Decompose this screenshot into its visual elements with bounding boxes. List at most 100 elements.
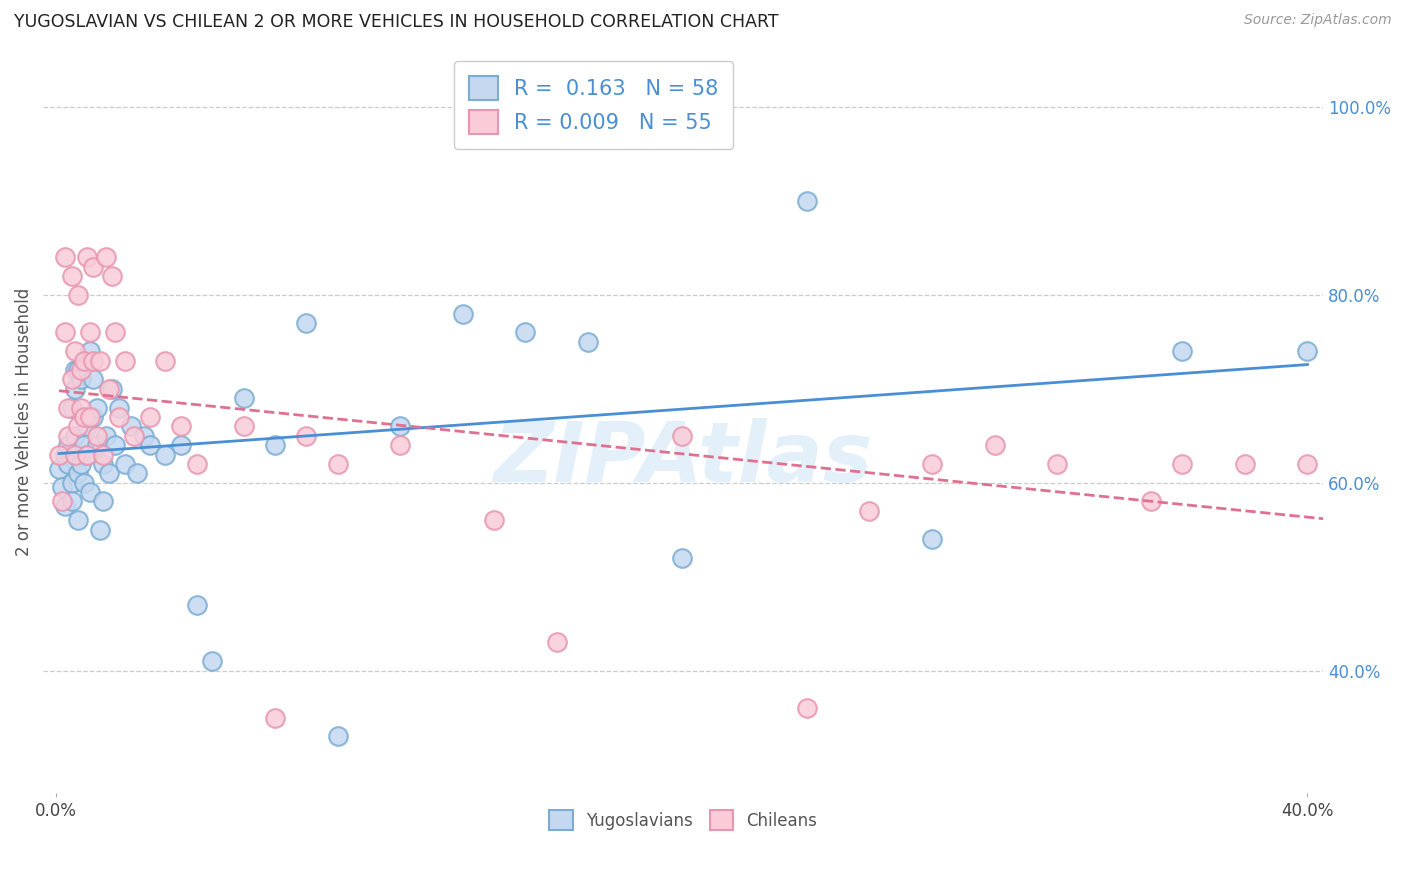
Point — [127, 467, 149, 481]
Point — [58, 429, 80, 443]
Point — [1296, 457, 1319, 471]
Point — [576, 334, 599, 349]
Point — [1358, 457, 1381, 471]
Point — [73, 438, 96, 452]
Point — [51, 494, 73, 508]
Point — [1140, 494, 1163, 508]
Point — [86, 401, 108, 415]
Point — [51, 480, 73, 494]
Point — [107, 409, 129, 424]
Point — [1233, 457, 1256, 471]
Point — [91, 494, 114, 508]
Point — [264, 710, 287, 724]
Point — [73, 353, 96, 368]
Point — [73, 475, 96, 490]
Point — [89, 353, 111, 368]
Point — [63, 429, 86, 443]
Point — [66, 419, 89, 434]
Point — [186, 457, 208, 471]
Point — [91, 457, 114, 471]
Point — [139, 438, 162, 452]
Point — [122, 429, 145, 443]
Point — [515, 326, 537, 340]
Point — [66, 288, 89, 302]
Point — [86, 429, 108, 443]
Point — [101, 382, 124, 396]
Text: Source: ZipAtlas.com: Source: ZipAtlas.com — [1244, 13, 1392, 28]
Point — [232, 419, 254, 434]
Point — [66, 467, 89, 481]
Point — [86, 438, 108, 452]
Point — [326, 729, 349, 743]
Point — [232, 391, 254, 405]
Point — [70, 372, 93, 386]
Point — [796, 701, 818, 715]
Point — [53, 326, 76, 340]
Point — [139, 409, 162, 424]
Point — [389, 419, 412, 434]
Point — [451, 307, 474, 321]
Point — [858, 504, 880, 518]
Point — [82, 260, 104, 274]
Point — [1296, 344, 1319, 359]
Point — [104, 326, 127, 340]
Point — [326, 457, 349, 471]
Point — [53, 250, 76, 264]
Point — [82, 353, 104, 368]
Point — [76, 250, 98, 264]
Point — [98, 382, 121, 396]
Point — [94, 429, 117, 443]
Point — [66, 363, 89, 377]
Point — [66, 513, 89, 527]
Point — [921, 457, 943, 471]
Point — [264, 438, 287, 452]
Legend: Yugoslavians, Chileans: Yugoslavians, Chileans — [543, 804, 824, 837]
Point — [91, 448, 114, 462]
Point — [170, 419, 193, 434]
Point — [58, 438, 80, 452]
Point — [671, 429, 693, 443]
Point — [89, 523, 111, 537]
Point — [70, 457, 93, 471]
Point — [73, 353, 96, 368]
Point — [58, 457, 80, 471]
Point — [1171, 344, 1194, 359]
Text: YUGOSLAVIAN VS CHILEAN 2 OR MORE VEHICLES IN HOUSEHOLD CORRELATION CHART: YUGOSLAVIAN VS CHILEAN 2 OR MORE VEHICLE… — [14, 13, 779, 31]
Point — [132, 429, 155, 443]
Point — [60, 494, 83, 508]
Point — [155, 353, 177, 368]
Point — [63, 448, 86, 462]
Point — [546, 635, 568, 649]
Point — [482, 513, 505, 527]
Point — [114, 353, 136, 368]
Point — [921, 532, 943, 546]
Point — [796, 194, 818, 208]
Point — [120, 419, 142, 434]
Point — [114, 457, 136, 471]
Point — [170, 438, 193, 452]
Point — [82, 409, 104, 424]
Y-axis label: 2 or more Vehicles in Household: 2 or more Vehicles in Household — [15, 287, 32, 556]
Point — [295, 429, 318, 443]
Point — [155, 448, 177, 462]
Text: ZIPAtlas: ZIPAtlas — [494, 418, 873, 500]
Point — [60, 401, 83, 415]
Point — [101, 269, 124, 284]
Point — [201, 654, 224, 668]
Point — [60, 372, 83, 386]
Point — [82, 372, 104, 386]
Point — [63, 344, 86, 359]
Point — [70, 363, 93, 377]
Point — [98, 467, 121, 481]
Point — [76, 448, 98, 462]
Point — [107, 401, 129, 415]
Point — [60, 475, 83, 490]
Point — [983, 438, 1005, 452]
Point — [1171, 457, 1194, 471]
Point — [671, 550, 693, 565]
Point — [53, 448, 76, 462]
Point — [79, 409, 101, 424]
Point — [58, 401, 80, 415]
Point — [76, 448, 98, 462]
Point — [295, 316, 318, 330]
